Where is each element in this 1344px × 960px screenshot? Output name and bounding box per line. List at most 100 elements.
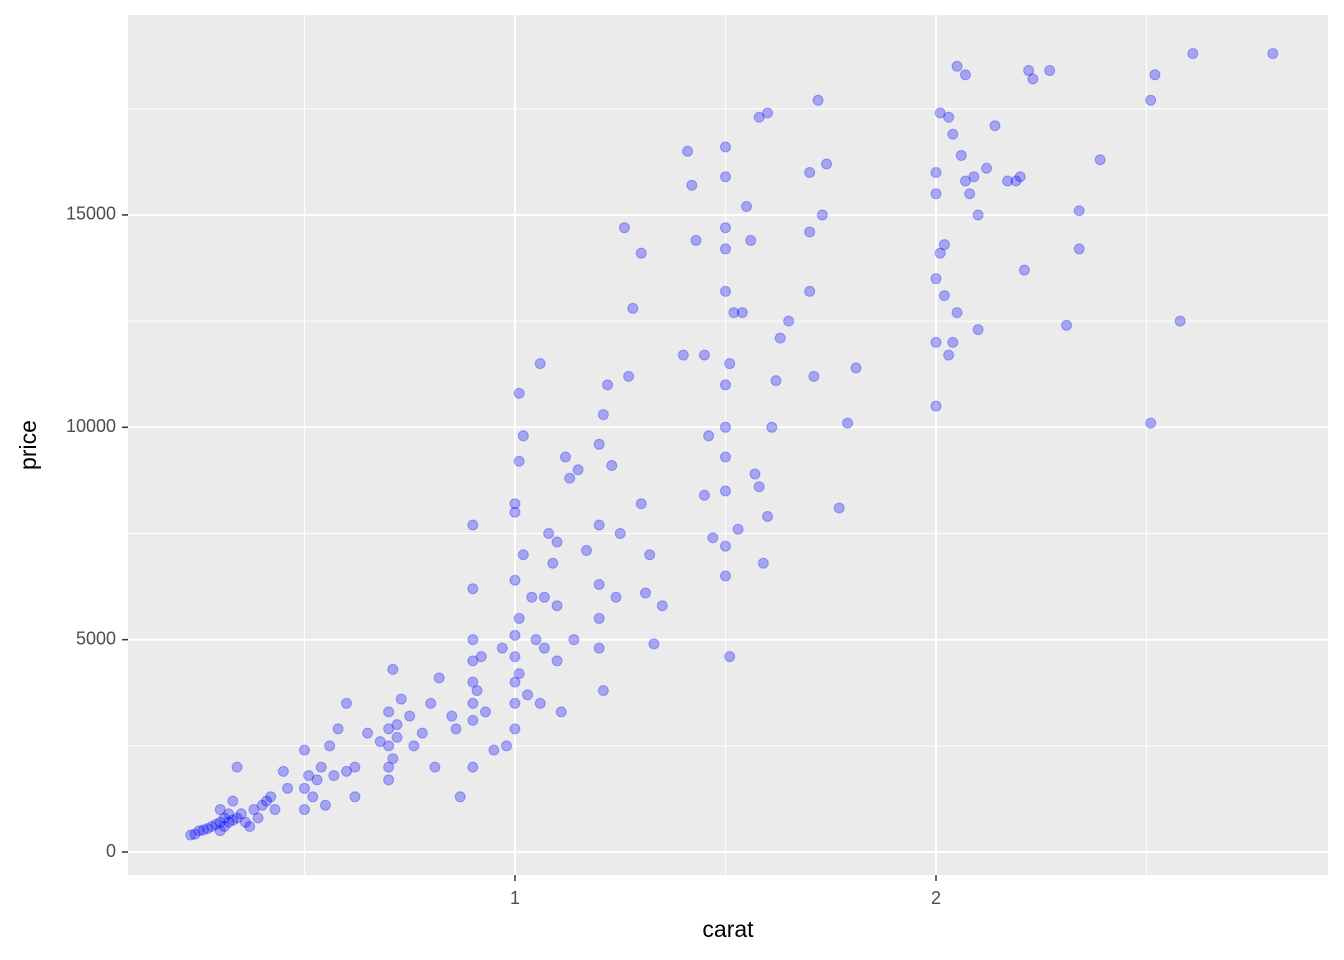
point — [762, 107, 774, 119]
point — [513, 455, 525, 467]
point — [395, 693, 407, 705]
point — [509, 574, 521, 586]
point — [467, 676, 479, 688]
point — [341, 765, 353, 777]
point — [719, 451, 731, 463]
point — [593, 642, 605, 654]
point — [534, 697, 546, 709]
point — [593, 438, 605, 450]
point — [479, 706, 491, 718]
point — [581, 544, 593, 556]
point — [1018, 264, 1030, 276]
point — [1145, 417, 1157, 429]
point — [719, 570, 731, 582]
point — [543, 527, 555, 539]
point — [202, 823, 214, 835]
point — [282, 782, 294, 794]
point — [821, 158, 833, 170]
point — [783, 315, 795, 327]
point — [530, 634, 542, 646]
point — [1027, 73, 1039, 85]
point — [719, 285, 731, 297]
point — [951, 307, 963, 319]
point — [513, 612, 525, 624]
point — [614, 527, 626, 539]
point — [218, 821, 230, 833]
point — [934, 247, 946, 259]
point — [1149, 69, 1161, 81]
point — [1267, 48, 1279, 60]
point — [467, 697, 479, 709]
point — [707, 532, 719, 544]
point — [597, 685, 609, 697]
point — [1073, 243, 1085, 255]
point — [955, 149, 967, 161]
point — [362, 727, 374, 739]
point — [239, 816, 251, 828]
point — [189, 828, 201, 840]
point — [930, 273, 942, 285]
point — [774, 332, 786, 344]
point — [383, 723, 395, 735]
point — [719, 540, 731, 552]
point — [719, 171, 731, 183]
point — [509, 629, 521, 641]
point — [644, 549, 656, 561]
point — [677, 349, 689, 361]
point — [391, 731, 403, 743]
point — [214, 825, 226, 837]
point — [454, 791, 466, 803]
point — [808, 370, 820, 382]
point — [509, 498, 521, 510]
point — [223, 816, 235, 828]
point — [568, 634, 580, 646]
point — [269, 804, 281, 816]
point — [513, 668, 525, 680]
x-tick-label: 1 — [510, 888, 520, 908]
point — [812, 94, 824, 106]
point — [959, 69, 971, 81]
point — [231, 812, 243, 824]
point — [572, 464, 584, 476]
point — [256, 799, 268, 811]
point — [298, 804, 310, 816]
point — [509, 506, 521, 518]
point — [526, 591, 538, 603]
point — [551, 536, 563, 548]
point — [534, 358, 546, 370]
point — [593, 519, 605, 531]
point — [741, 200, 753, 212]
point — [593, 578, 605, 590]
y-tick-label: 15000 — [66, 204, 116, 224]
point — [703, 430, 715, 442]
point — [1174, 315, 1186, 327]
point — [602, 379, 614, 391]
point — [981, 162, 993, 174]
point — [467, 714, 479, 726]
point — [433, 672, 445, 684]
point — [324, 740, 336, 752]
point — [618, 222, 630, 234]
point — [404, 710, 416, 722]
point — [429, 761, 441, 773]
point — [989, 120, 1001, 132]
point — [938, 290, 950, 302]
point — [538, 642, 550, 654]
point — [450, 723, 462, 735]
point — [762, 511, 774, 523]
axes: 1 2 0 5000 10000 15000 — [66, 204, 941, 908]
point — [383, 761, 395, 773]
point — [244, 821, 256, 833]
panel — [128, 15, 1328, 875]
point — [311, 774, 323, 786]
point — [690, 234, 702, 246]
point — [218, 812, 230, 824]
point — [298, 744, 310, 756]
point — [332, 723, 344, 735]
point — [934, 107, 946, 119]
point — [206, 821, 218, 833]
point — [383, 774, 395, 786]
point — [416, 727, 428, 739]
point — [185, 829, 197, 841]
